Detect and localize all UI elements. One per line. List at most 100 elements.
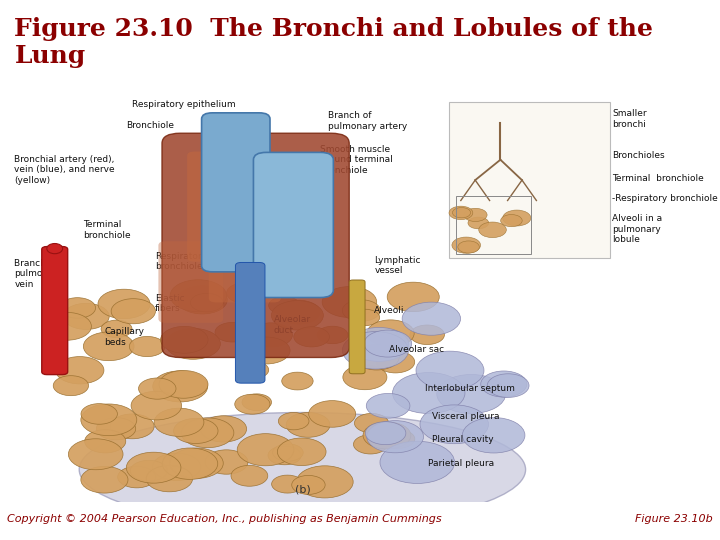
Circle shape [452,237,480,253]
Circle shape [235,394,270,414]
Circle shape [410,325,444,345]
Circle shape [63,303,109,329]
Circle shape [81,467,128,493]
Circle shape [382,430,415,448]
Circle shape [231,465,268,486]
Circle shape [131,392,181,420]
Text: Bronchioles: Bronchioles [612,151,665,160]
Circle shape [170,280,227,312]
Circle shape [351,309,379,326]
Circle shape [111,299,156,324]
Circle shape [282,372,313,390]
Circle shape [380,441,454,483]
Text: Arteriole: Arteriole [281,286,320,295]
Text: Terminal  bronchiole: Terminal bronchiole [612,173,703,183]
Circle shape [271,475,303,493]
Circle shape [162,448,217,480]
Text: Alveolar sac: Alveolar sac [389,345,444,354]
Circle shape [268,446,301,465]
Circle shape [96,417,135,440]
Circle shape [458,241,480,253]
Circle shape [354,345,399,370]
FancyBboxPatch shape [349,280,365,374]
Circle shape [190,293,223,312]
Circle shape [271,301,323,330]
Circle shape [174,418,218,443]
Ellipse shape [79,413,526,526]
Text: Interlobular septum: Interlobular septum [425,383,515,393]
FancyBboxPatch shape [158,241,223,323]
Circle shape [354,435,387,454]
Circle shape [354,414,389,433]
Circle shape [205,450,248,474]
Circle shape [363,422,411,449]
Circle shape [366,421,423,453]
Circle shape [464,208,487,221]
Circle shape [376,351,415,373]
Circle shape [297,466,354,498]
Circle shape [166,328,220,359]
Circle shape [342,332,408,369]
Circle shape [130,336,165,356]
Circle shape [292,475,325,494]
Circle shape [392,373,465,414]
Circle shape [294,327,330,347]
Text: Branch of
pulmonary artery: Branch of pulmonary artery [328,111,407,131]
Text: Alveolar
duct: Alveolar duct [274,315,311,335]
Circle shape [420,405,488,444]
Circle shape [342,300,380,321]
Circle shape [249,323,292,347]
Circle shape [161,326,208,353]
FancyBboxPatch shape [209,213,281,302]
Circle shape [286,413,330,437]
Circle shape [101,320,132,338]
Circle shape [437,374,505,414]
Text: (b): (b) [294,485,310,495]
Text: Terminal
bronchiole: Terminal bronchiole [83,220,130,240]
Circle shape [215,322,250,342]
FancyBboxPatch shape [235,262,265,383]
Circle shape [170,448,223,478]
Circle shape [479,222,506,238]
Circle shape [481,371,527,397]
Circle shape [42,313,91,340]
Circle shape [177,286,228,314]
FancyBboxPatch shape [449,102,610,259]
FancyBboxPatch shape [187,152,274,262]
Circle shape [181,418,234,448]
Text: Copyright © 2004 Pearson Education, Inc., publishing as Benjamin Cummings: Copyright © 2004 Pearson Education, Inc.… [7,514,442,524]
Text: Alveoli: Alveoli [374,306,405,315]
Circle shape [85,430,126,453]
Text: Bronchial artery (red),
vein (blue), and nerve
(yellow): Bronchial artery (red), vein (blue), and… [14,155,115,185]
Circle shape [154,408,204,436]
Circle shape [81,404,137,436]
Circle shape [243,337,290,364]
Text: Pleural cavity: Pleural cavity [432,435,494,443]
Text: Elastic
fibers: Elastic fibers [155,294,184,313]
FancyBboxPatch shape [202,113,270,272]
Text: -Respiratory bronchiole: -Respiratory bronchiole [612,194,718,203]
Circle shape [130,460,167,481]
Text: Respiratory epithelium: Respiratory epithelium [132,100,235,109]
Circle shape [278,300,320,325]
Circle shape [153,453,201,481]
Text: Smaller
bronchi: Smaller bronchi [612,109,647,129]
Circle shape [365,422,406,444]
Circle shape [349,327,409,361]
Circle shape [159,370,208,399]
Circle shape [126,452,181,483]
Circle shape [367,320,414,347]
Circle shape [343,364,387,390]
Circle shape [110,414,154,439]
Circle shape [237,434,294,466]
FancyBboxPatch shape [42,247,68,375]
Circle shape [462,417,525,453]
Circle shape [449,206,473,220]
Circle shape [238,361,269,379]
FancyBboxPatch shape [253,152,333,298]
Text: Lymphatic
vessel: Lymphatic vessel [374,256,421,275]
Circle shape [273,444,303,461]
Circle shape [81,403,117,424]
Ellipse shape [47,244,63,254]
Circle shape [452,207,471,218]
